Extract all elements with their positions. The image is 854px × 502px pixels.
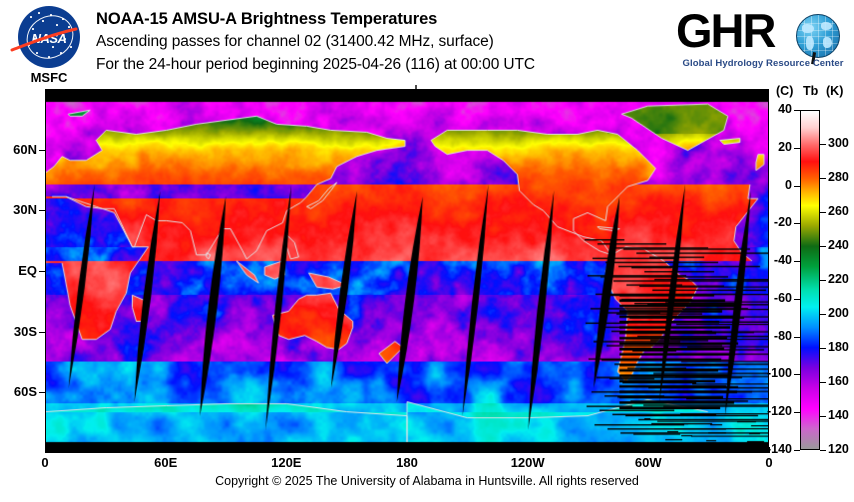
nasa-meatball-icon: NASA — [18, 6, 80, 68]
page-title: NOAA-15 AMSU-A Brightness Temperatures — [96, 10, 438, 28]
longitude-tick-label: 60W — [634, 455, 662, 470]
colorbar-kelvin-tick — [820, 280, 826, 281]
colorbar-kelvin-tick — [820, 450, 826, 451]
colorbar-celsius-label: -140 — [766, 442, 792, 456]
ghrc-logo: GHR Global Hydrology Resource Center — [676, 6, 846, 76]
colorbar-tb-header: Tb — [803, 84, 819, 98]
nasa-logo: NASA MSFC — [10, 6, 84, 86]
colorbar-celsius-label: -60 — [773, 290, 792, 305]
colorbar-kelvin-label: 140 — [828, 408, 849, 422]
longitude-tick — [648, 447, 650, 453]
colorbar-celsius-label: -100 — [766, 366, 792, 381]
colorbar-celsius-tick — [794, 450, 800, 451]
colorbar-celsius-label: 20 — [778, 139, 792, 154]
colorbar-celsius-tick — [794, 223, 800, 225]
latitude-tick-label: 60N — [13, 141, 37, 157]
colorbar-kelvin-label: 300 — [828, 136, 849, 150]
nasa-center-label: MSFC — [30, 70, 68, 85]
longitude-tick-label: 60E — [154, 455, 178, 470]
title-block: NOAA-15 AMSU-A Brightness Temperatures A… — [96, 9, 696, 76]
brightness-temperature-map — [46, 90, 768, 452]
colorbar-kelvin-label: 120 — [828, 442, 849, 456]
colorbar-celsius-label: -120 — [766, 404, 792, 419]
longitude-tick-label: 120E — [271, 455, 302, 470]
title-subtitle-period: For the 24-hour period beginning 2025-04… — [96, 56, 535, 73]
colorbar-celsius-label: 0 — [785, 177, 792, 192]
colorbar-kelvin-tick — [820, 178, 826, 179]
longitude-tick-label: 180 — [396, 455, 418, 470]
title-subtitle-channel: Ascending passes for channel 02 (31400.4… — [96, 33, 494, 50]
colorbar-celsius-tick — [794, 185, 800, 187]
latitude-tick — [39, 210, 45, 212]
longitude-tick — [286, 447, 288, 453]
colorbar-celsius-tick — [794, 374, 800, 376]
latitude-tick — [39, 149, 45, 151]
colorbar-kelvin-label: 220 — [828, 272, 849, 286]
ghrc-subtitle: Global Hydrology Resource Center — [682, 58, 844, 69]
copyright-notice: Copyright © 2025 The University of Alaba… — [215, 474, 639, 488]
longitude-tick — [769, 447, 770, 453]
colorbar-celsius-tick — [794, 336, 800, 338]
latitude-tick — [39, 331, 45, 333]
longitude-tick — [407, 447, 408, 453]
colorbar-kelvin-label: 160 — [828, 374, 849, 388]
colorbar-celsius-tick — [794, 412, 800, 414]
longitude-tick-label: 0 — [765, 455, 773, 470]
colorbar-kelvin-label: 180 — [828, 340, 849, 354]
latitude-tick-label: 30N — [13, 202, 37, 218]
latitude-tick-label: 60S — [13, 384, 37, 400]
temperature-colorbar[interactable] — [800, 110, 820, 450]
colorbar-celsius-label: -80 — [773, 328, 792, 343]
map-plot-area[interactable] — [45, 89, 769, 453]
longitude-tick — [45, 447, 46, 453]
colorbar-kelvin-tick — [820, 382, 826, 383]
colorbar-celsius-label: -20 — [773, 215, 792, 230]
colorbar-kelvin-label: 240 — [828, 238, 849, 252]
colorbar-kelvin-tick — [820, 348, 826, 349]
longitude-tick-label: 0 — [41, 455, 49, 470]
colorbar-celsius-tick — [794, 261, 800, 263]
colorbar-celsius-tick — [794, 298, 800, 300]
globe-icon — [796, 14, 840, 58]
colorbar-kelvin-tick — [820, 246, 826, 247]
colorbar-kelvin-label: 280 — [828, 170, 849, 184]
colorbar-kelvin-label: 200 — [828, 306, 849, 320]
nasa-swoosh-icon — [10, 27, 78, 52]
longitude-tick-label: 120W — [510, 455, 545, 470]
colorbar-celsius-header: (C) — [776, 84, 794, 98]
latitude-tick — [39, 392, 45, 394]
colorbar-celsius-tick — [794, 147, 800, 149]
colorbar-celsius-label: -40 — [773, 253, 792, 268]
latitude-tick — [39, 271, 45, 272]
colorbar-kelvin-tick — [820, 212, 826, 213]
longitude-tick — [527, 447, 529, 453]
colorbar-kelvin-header: (K) — [826, 84, 844, 98]
colorbar-gradient — [801, 111, 819, 449]
longitude-tick — [165, 447, 167, 453]
latitude-tick-label: EQ — [18, 263, 37, 278]
latitude-tick-label: 30S — [13, 323, 37, 339]
colorbar-kelvin-tick — [820, 314, 826, 315]
ghrc-wordmark: GHR — [676, 4, 776, 57]
colorbar-celsius-tick — [794, 110, 800, 111]
colorbar-kelvin-label: 260 — [828, 204, 849, 218]
colorbar-kelvin-tick — [820, 416, 826, 417]
colorbar-kelvin-tick — [820, 144, 826, 145]
colorbar-celsius-label: 40 — [778, 102, 792, 116]
